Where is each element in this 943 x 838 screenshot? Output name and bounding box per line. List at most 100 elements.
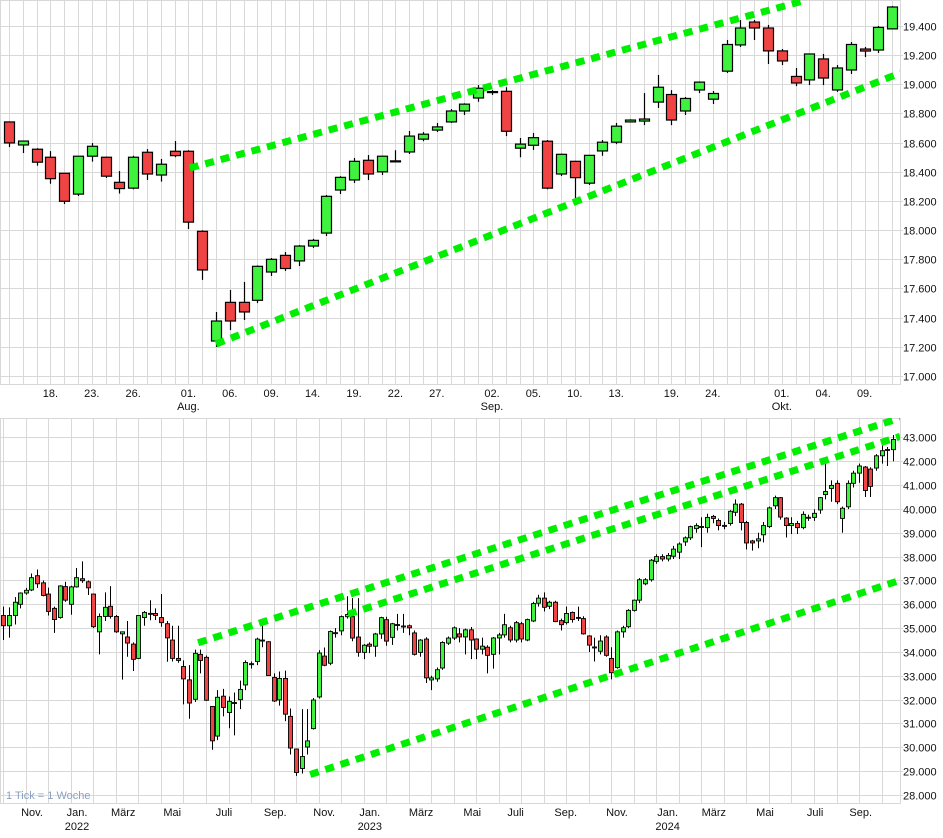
candle-body-up <box>677 543 682 553</box>
candle <box>320 195 333 236</box>
candle-body-up <box>265 258 278 273</box>
candle <box>356 598 361 657</box>
x-tick-label: Juli <box>807 807 824 819</box>
candle <box>615 630 620 669</box>
candle <box>776 49 789 66</box>
candle <box>514 137 527 158</box>
candle <box>165 620 170 662</box>
candle <box>812 509 817 521</box>
candle <box>114 615 119 633</box>
candle <box>63 581 68 602</box>
candle-body-up <box>72 155 85 195</box>
candle-body-up <box>446 637 451 644</box>
candle <box>519 621 524 643</box>
candle-body-down <box>762 27 775 52</box>
candle-body-up <box>403 135 416 153</box>
candle-body-down <box>125 636 130 644</box>
x-tick-label: Mai <box>463 807 481 819</box>
candle-body-down <box>356 636 361 653</box>
candle-body-up <box>142 611 147 618</box>
candle <box>748 19 761 40</box>
candle <box>527 133 540 150</box>
candle-body-down <box>744 522 749 544</box>
y-tick-label: 17.400 <box>903 314 937 326</box>
candle-body-down <box>165 623 170 639</box>
candle-body-down <box>384 619 389 642</box>
candle-body-up <box>74 577 79 588</box>
candle <box>86 580 91 595</box>
candle <box>18 592 23 609</box>
candle <box>803 53 816 86</box>
candle <box>182 150 195 229</box>
candle-body-down <box>86 581 91 589</box>
candle-body-down <box>784 517 789 527</box>
candle-body-up <box>486 90 499 94</box>
candle-body-down <box>1 615 6 627</box>
candle-body-down <box>570 611 575 621</box>
candle <box>224 289 237 331</box>
x-tick-label: 19. <box>346 388 361 400</box>
candle <box>100 156 113 178</box>
candle-body-down <box>44 156 57 180</box>
candle <box>255 637 260 666</box>
candle-body-up <box>818 497 823 511</box>
candle-body-up <box>379 617 384 635</box>
candle <box>452 626 457 641</box>
candle <box>497 632 502 655</box>
candle <box>598 635 603 655</box>
candle-body-up <box>24 589 29 594</box>
candle <box>716 518 721 531</box>
candle-body-down <box>604 636 609 656</box>
candle-body-up <box>452 627 457 639</box>
candle-body-down <box>182 150 195 223</box>
candle-body-down <box>665 93 678 121</box>
candle-body-up <box>610 125 623 143</box>
candle <box>362 644 367 660</box>
candle-body-up <box>831 67 844 91</box>
x-tick-label: Nov. <box>606 807 628 819</box>
candle-body-up <box>564 612 569 624</box>
candle-body-down <box>288 715 293 749</box>
candle <box>113 171 126 194</box>
candle-body-up <box>531 603 536 622</box>
candle-body-down <box>569 160 582 179</box>
candle <box>480 637 485 655</box>
candle-body-down <box>131 643 136 660</box>
candle-body-up <box>632 599 637 611</box>
candle <box>305 709 310 755</box>
candle <box>666 553 671 562</box>
candle <box>251 265 264 304</box>
candle-body-up <box>305 740 310 748</box>
candle <box>583 154 596 185</box>
candle-body-down <box>362 159 375 175</box>
candle <box>58 585 63 619</box>
x-tick-sublabel: Sep. <box>481 401 504 413</box>
candle-body-down <box>63 586 68 601</box>
candle <box>652 74 665 108</box>
candle-body-up <box>155 163 168 176</box>
candle <box>851 470 856 488</box>
candle-body-up <box>555 153 568 175</box>
candle <box>198 649 203 674</box>
candle <box>728 510 733 526</box>
candle <box>210 705 215 750</box>
candle <box>885 446 890 467</box>
candle-body-up <box>638 118 651 122</box>
candle-body-up <box>445 110 458 123</box>
candle <box>339 615 344 636</box>
candle-body-up <box>69 586 74 605</box>
candle <box>806 514 811 521</box>
tick-note-unit: Woche <box>56 790 91 802</box>
candle <box>86 143 99 162</box>
x-tick-label: 14. <box>305 388 320 400</box>
candle <box>311 697 316 730</box>
candle <box>31 148 44 166</box>
candle-body-up <box>376 155 389 173</box>
candle-body-up <box>721 43 734 72</box>
candles <box>3 0 900 348</box>
x-tick-sublabel: 2023 <box>358 821 382 833</box>
y-tick-label: 41.000 <box>903 481 937 493</box>
candle-body-up <box>812 512 817 518</box>
candle-body-up <box>598 640 603 652</box>
candle-body-up <box>97 616 102 633</box>
